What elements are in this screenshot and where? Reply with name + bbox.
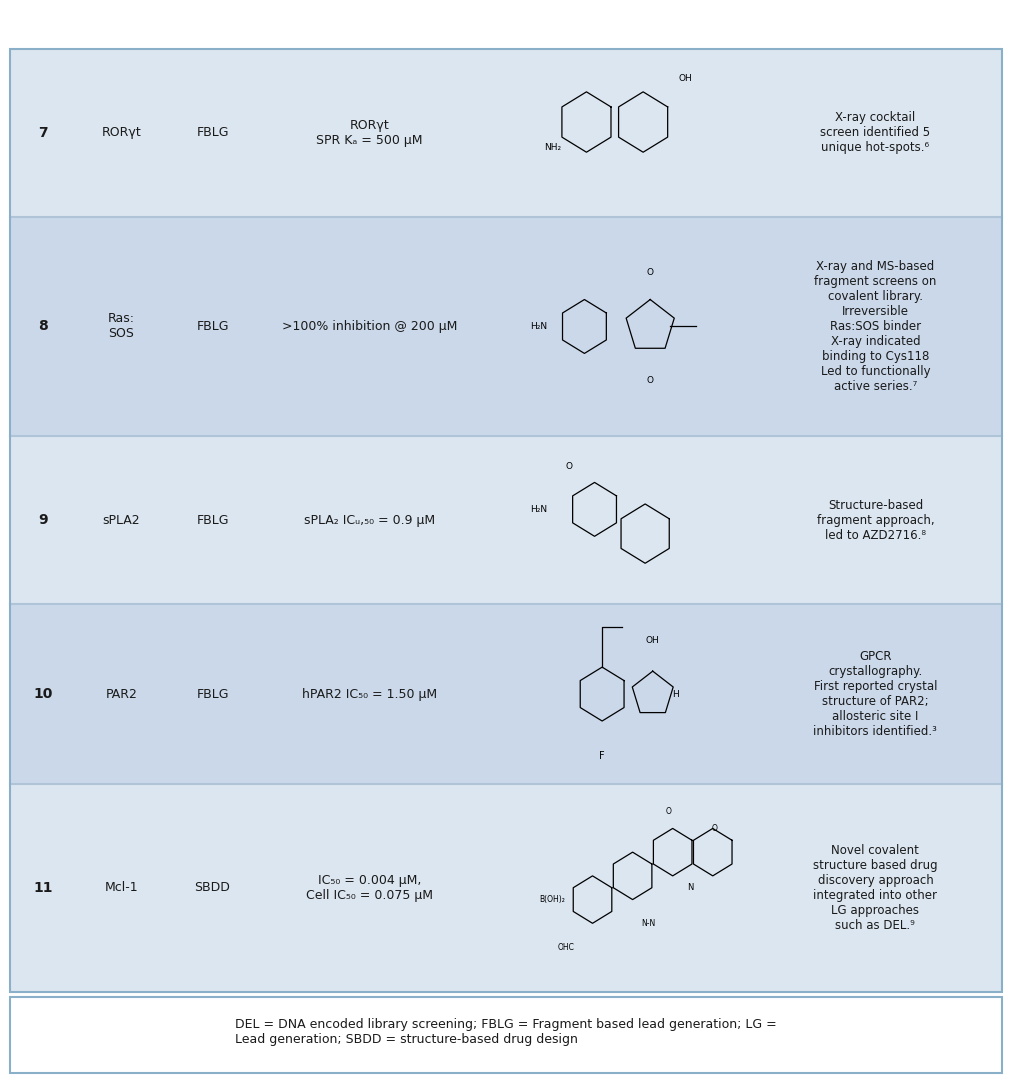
Text: RORγt: RORγt [101, 126, 142, 139]
Text: X-ray and MS-based
fragment screens on
covalent library.
Irreversible
Ras:SOS bi: X-ray and MS-based fragment screens on c… [814, 260, 935, 393]
Text: sPLA2: sPLA2 [102, 513, 141, 527]
Text: DEL = DNA encoded library screening; FBLG = Fragment based lead generation; LG =: DEL = DNA encoded library screening; FBL… [235, 1019, 776, 1046]
Text: O: O [712, 824, 717, 833]
Text: 10: 10 [33, 687, 53, 701]
Text: O: O [565, 461, 572, 471]
Text: >100% inhibition @ 200 μM: >100% inhibition @ 200 μM [281, 320, 457, 333]
Text: FBLG: FBLG [196, 513, 228, 527]
Text: FBLG: FBLG [196, 320, 228, 333]
Text: H₂N: H₂N [530, 505, 547, 514]
Text: GPCR
crystallography.
First reported crystal
structure of PAR2;
allosteric site : GPCR crystallography. First reported cry… [813, 650, 936, 738]
Bar [10, 436, 1001, 605]
Text: O: O [646, 376, 653, 385]
Text: H₂N: H₂N [530, 322, 547, 331]
Text: hPAR2 IC₅₀ = 1.50 μM: hPAR2 IC₅₀ = 1.50 μM [301, 688, 437, 701]
Bar [10, 217, 1001, 436]
Text: Mcl-1: Mcl-1 [104, 881, 139, 895]
Text: sPLA₂ ICᵤ,₅₀ = 0.9 μM: sPLA₂ ICᵤ,₅₀ = 0.9 μM [303, 513, 435, 527]
Text: 8: 8 [38, 319, 48, 333]
Bar [10, 997, 1001, 1073]
Text: Structure-based
fragment approach,
led to AZD2716.⁸: Structure-based fragment approach, led t… [816, 499, 933, 541]
Text: O: O [664, 807, 670, 816]
Text: IC₅₀ = 0.004 μM,
Cell IC₅₀ = 0.075 μM: IC₅₀ = 0.004 μM, Cell IC₅₀ = 0.075 μM [305, 874, 433, 901]
Text: H: H [671, 690, 678, 699]
Text: 9: 9 [38, 513, 48, 527]
Text: OHC: OHC [557, 942, 573, 952]
Text: Ras:
SOS: Ras: SOS [108, 313, 134, 341]
Text: B(OH)₂: B(OH)₂ [539, 895, 565, 904]
Bar [10, 784, 1001, 992]
Bar [10, 605, 1001, 784]
Text: F: F [599, 751, 605, 761]
Text: OH: OH [645, 636, 659, 645]
Text: RORγt
SPR Kₐ = 500 μM: RORγt SPR Kₐ = 500 μM [315, 119, 423, 147]
Text: OH: OH [678, 74, 692, 83]
Text: PAR2: PAR2 [105, 688, 137, 701]
Text: N: N [686, 883, 693, 893]
Text: X-ray cocktail
screen identified 5
unique hot-spots.⁶: X-ray cocktail screen identified 5 uniqu… [820, 111, 929, 154]
Text: FBLG: FBLG [196, 126, 228, 139]
Text: FBLG: FBLG [196, 688, 228, 701]
Text: N-N: N-N [640, 918, 655, 928]
Text: NH₂: NH₂ [543, 143, 560, 152]
Text: SBDD: SBDD [194, 881, 231, 895]
Text: 11: 11 [33, 881, 53, 895]
Text: 7: 7 [38, 126, 48, 140]
Text: O: O [646, 268, 653, 277]
Bar [10, 49, 1001, 217]
Text: Novel covalent
structure based drug
discovery approach
integrated into other
LG : Novel covalent structure based drug disc… [812, 844, 937, 931]
